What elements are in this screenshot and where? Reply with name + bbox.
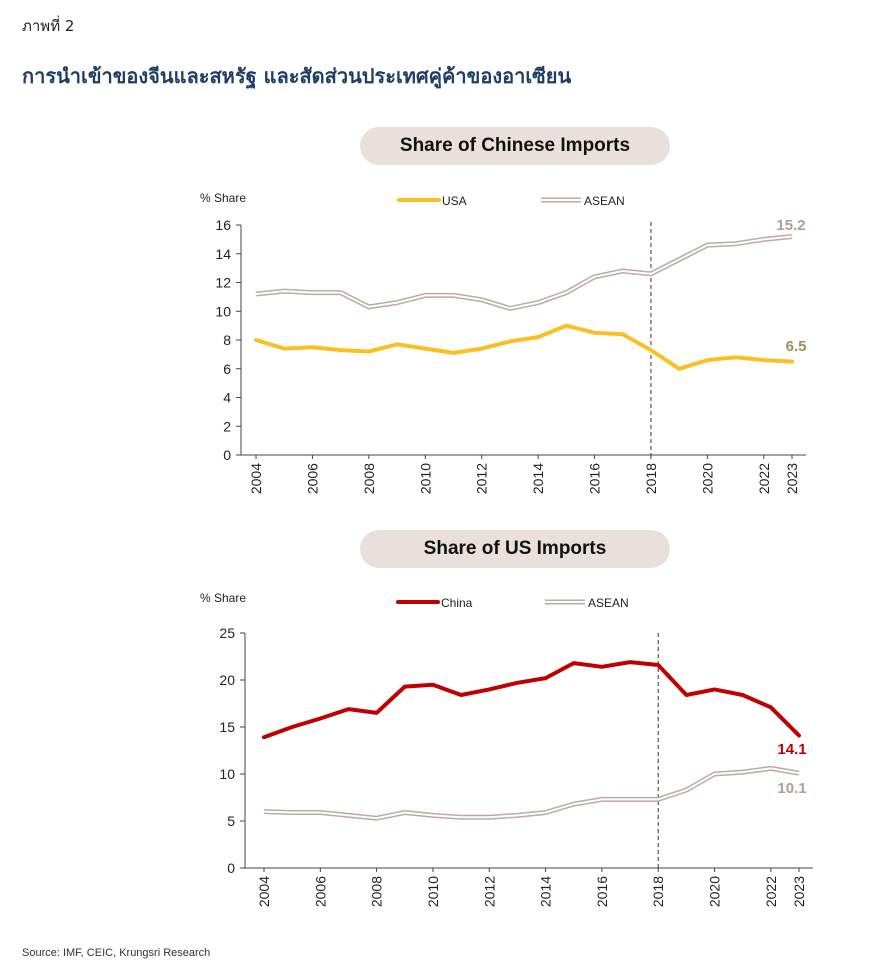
x-tick-label: 2006 (312, 876, 328, 907)
legend-label-asean: ASEAN (588, 596, 629, 610)
y-tick-label: 16 (215, 217, 231, 233)
x-tick-label: 2004 (248, 463, 264, 494)
x-tick-label: 2008 (361, 463, 377, 494)
end-label-china: 14.1 (777, 741, 806, 758)
x-tick-label: 2014 (530, 463, 546, 494)
y-tick-label: 6 (223, 361, 231, 377)
x-tick-label: 2016 (594, 876, 610, 907)
x-tick-label: 2014 (538, 876, 554, 907)
series-line-asean (255, 234, 793, 311)
x-tick-label: 2016 (587, 463, 603, 494)
y-tick-label: 0 (227, 860, 235, 876)
y-tick-label: 5 (227, 813, 235, 829)
us-imports-chart: % Share 0 5 10 15 20 25 2004 2006 2008 2010 2012 201… (200, 591, 813, 907)
y-tick-label: 2 (223, 418, 231, 434)
chinese-imports-chart: % Share 0 2 4 6 8 10 12 14 16 2004 2006 2008 2010 2012… (200, 191, 807, 494)
series-line-asean-inner (263, 767, 800, 820)
figure-label: ภาพที่ 2 (22, 17, 75, 35)
x-tick-label: 2018 (643, 463, 659, 494)
legend-label-china: China (441, 596, 473, 610)
figure-title: การนำเข้าของจีนและสหรัฐ และสัดส่วนประเทศ… (22, 64, 572, 88)
y-tick-label: 25 (219, 625, 235, 641)
end-label-asean: 15.2 (776, 217, 805, 234)
series-line-china (262, 660, 801, 740)
x-tick-label: 2010 (425, 876, 441, 907)
x-tick-label: 2020 (707, 876, 723, 907)
x-tick-label: 2012 (474, 463, 490, 494)
y-tick-label: 15 (219, 719, 235, 735)
chart2-title: Share of US Imports (360, 530, 670, 568)
end-label-asean: 10.1 (777, 780, 806, 797)
x-tick-label: 2010 (417, 463, 433, 494)
y-tick-label: 14 (215, 246, 231, 262)
y-tick-label: 4 (223, 390, 231, 406)
x-tick-label: 2023 (791, 876, 807, 907)
x-tick-label: 2023 (784, 463, 800, 494)
y-axis-label: % Share (200, 191, 246, 205)
y-tick-label: 10 (219, 766, 235, 782)
y-tick-label: 8 (223, 332, 231, 348)
y-tick-label: 12 (215, 275, 231, 291)
x-tick-label: 2006 (304, 463, 320, 494)
x-tick-label: 2004 (256, 876, 272, 907)
end-label-usa: 6.5 (786, 338, 807, 355)
x-tick-label: 2012 (481, 876, 497, 907)
series-line-asean (263, 765, 800, 821)
x-tick-label: 2022 (763, 876, 779, 907)
y-tick-label: 20 (219, 672, 235, 688)
legend-label-asean: ASEAN (584, 194, 625, 208)
y-axis-label: % Share (200, 591, 246, 605)
x-tick-label: 2008 (369, 876, 385, 907)
x-tick-label: 2020 (699, 463, 715, 494)
x-tick-label: 2018 (650, 876, 666, 907)
series-line-usa (254, 323, 794, 371)
y-tick-label: 10 (215, 303, 231, 319)
legend-label-usa: USA (442, 194, 467, 208)
chart1-title: Share of Chinese Imports (360, 127, 670, 165)
x-tick-label: 2022 (756, 463, 772, 494)
source-note: Source: IMF, CEIC, Krungsri Research (22, 947, 211, 959)
series-line-asean-inner (255, 235, 793, 310)
y-tick-label: 0 (223, 447, 231, 463)
